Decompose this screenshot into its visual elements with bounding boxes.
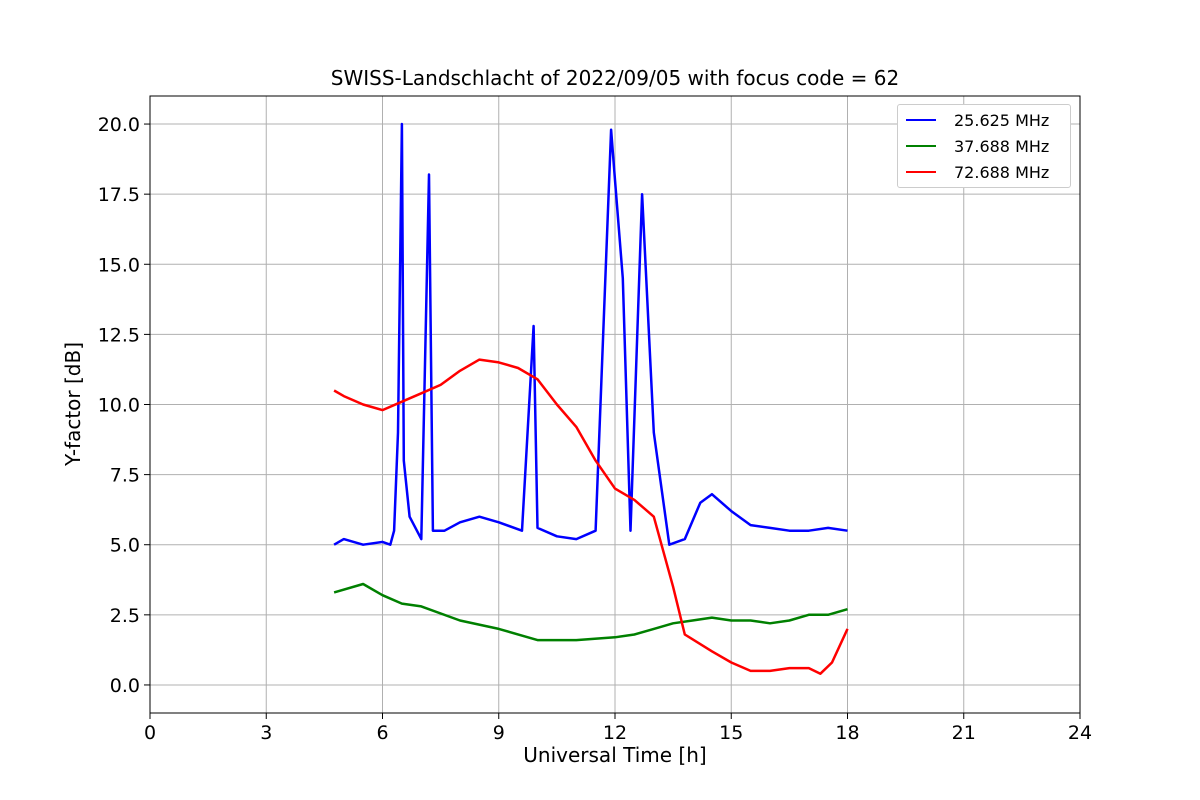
legend: 25.625 MHz 37.688 MHz 72.688 MHz: [897, 104, 1071, 188]
x-tick-label: 15: [719, 722, 743, 744]
legend-swatch-series-2: [906, 145, 936, 147]
x-tick-label: 9: [493, 722, 505, 744]
y-tick-label: 12.5: [98, 324, 140, 346]
legend-item-series-3: 72.688 MHz: [906, 161, 1049, 183]
ticks: 0 3 6 9 12 15 18 21 24 0.0 2.5 5.0 7.5 10.0 12.5 15.0 17…: [98, 114, 1092, 744]
legend-label-series-1: 25.625 MHz: [954, 110, 1050, 130]
legend-swatch-series-1: [906, 119, 936, 121]
x-tick-label: 21: [952, 722, 976, 744]
y-tick-label: 15.0: [98, 254, 140, 276]
y-tick-label: 0.0: [110, 675, 140, 697]
x-tick-label: 0: [144, 722, 156, 744]
x-tick-label: 3: [260, 722, 272, 744]
y-tick-label: 7.5: [110, 465, 140, 487]
y-tick-label: 2.5: [110, 605, 140, 627]
y-tick-label: 10.0: [98, 395, 140, 417]
legend-label-series-3: 72.688 MHz: [954, 162, 1050, 182]
x-tick-label: 24: [1068, 722, 1092, 744]
legend-label-series-2: 37.688 MHz: [954, 136, 1050, 156]
x-axis-label: Universal Time [h]: [523, 743, 707, 767]
x-tick-label: 12: [603, 722, 627, 744]
y-tick-label: 5.0: [110, 535, 140, 557]
y-tick-label: 20.0: [98, 114, 140, 136]
legend-item-series-2: 37.688 MHz: [906, 135, 1049, 157]
chart-title: SWISS-Landschlacht of 2022/09/05 with fo…: [330, 66, 900, 90]
series-line-2: [333, 582, 848, 642]
y-axis-label: Y-factor [dB]: [61, 341, 85, 467]
x-tick-label: 18: [835, 722, 859, 744]
x-tick-label: 6: [376, 722, 388, 744]
series-layer: [333, 122, 849, 675]
y-tick-label: 17.5: [98, 184, 140, 206]
legend-item-series-1: 25.625 MHz: [906, 109, 1049, 131]
series-line-3: [333, 358, 849, 675]
series-line-1: [333, 122, 848, 546]
legend-swatch-series-3: [906, 171, 936, 173]
